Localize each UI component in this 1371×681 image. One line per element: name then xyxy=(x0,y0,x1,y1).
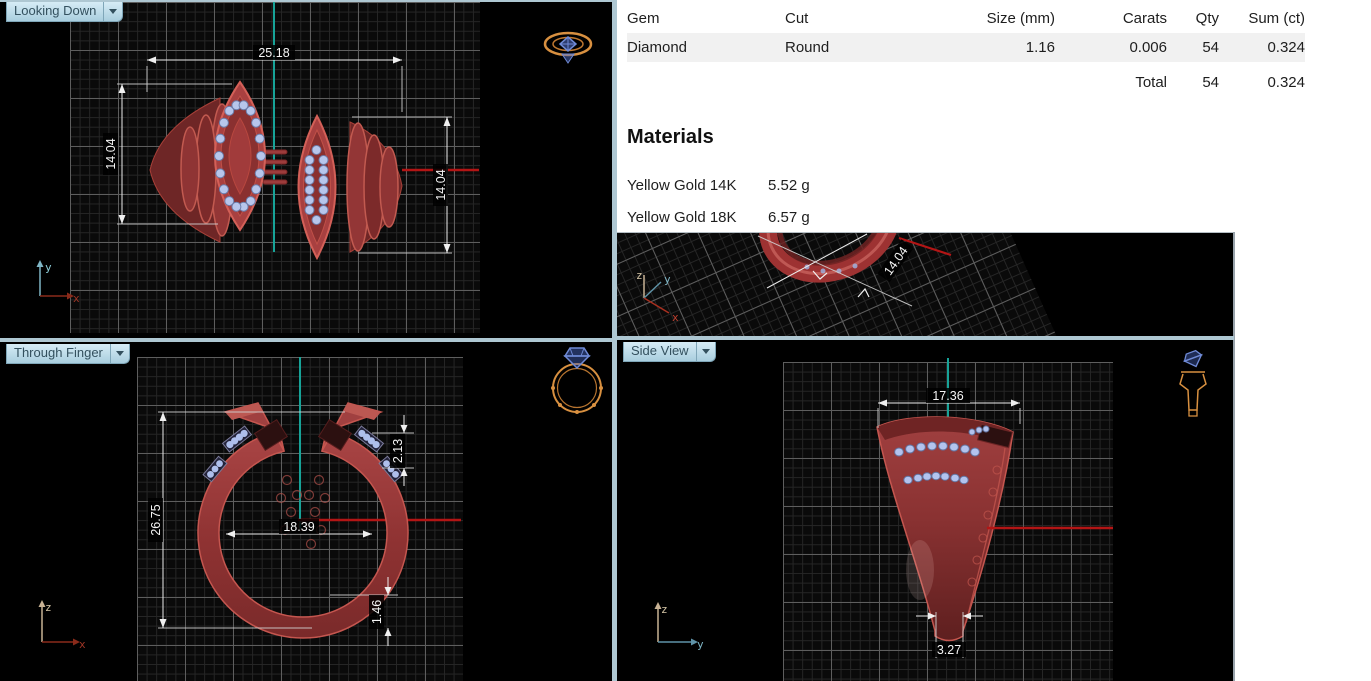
axis-label-z: z xyxy=(636,269,643,282)
perspective-canvas: 14.04 z y x xyxy=(636,233,952,324)
view-orientation-icon xyxy=(543,31,593,64)
dim-shank-bottom-label: 1.46 xyxy=(370,600,384,624)
material-name: Yellow Gold 18K xyxy=(627,209,737,226)
header-sum: Sum (ct) xyxy=(1248,10,1305,27)
report-panel-edge xyxy=(1233,232,1235,681)
axis-label-x: x xyxy=(672,311,679,324)
dim-bottom-width-label: 3.27 xyxy=(937,643,961,657)
gem-halo xyxy=(214,100,266,212)
axis-indicator: z x xyxy=(38,600,86,651)
viewport-perspective[interactable]: 14.04 z y x xyxy=(617,232,1234,337)
gem-table-total-row: Total 54 0.324 xyxy=(627,68,1305,97)
axis-label-x: x xyxy=(79,638,86,651)
dimension-shank-top: 2.13 xyxy=(372,415,414,486)
axis-label-y: y xyxy=(697,638,704,651)
view-orientation-icon xyxy=(551,347,603,414)
gem-strip xyxy=(202,425,404,483)
viewport-tab-looking-down[interactable]: Looking Down xyxy=(6,2,124,22)
axis-indicator: z y xyxy=(654,602,704,651)
viewport-divider-horizontal-right[interactable] xyxy=(617,336,1234,340)
viewport-tab-side-view[interactable]: Side View xyxy=(623,342,716,362)
dimension-top-width: 17.36 xyxy=(877,388,1021,428)
gem-table-header-row: Gem Cut Size (mm) Carats Qty Sum (ct) xyxy=(627,4,1305,33)
dimension-bottom-width: 3.27 xyxy=(916,612,983,658)
cell-size: 1.16 xyxy=(1025,39,1055,56)
dimension-width: 25.18 xyxy=(146,45,403,112)
material-item: Yellow Gold 14K 5.52 g xyxy=(627,177,810,194)
dim-height-right-label: 14.04 xyxy=(434,169,448,200)
cell-sum: 0.324 xyxy=(1267,39,1305,56)
axis-label-z: z xyxy=(45,601,52,614)
viewport-divider-horizontal-left[interactable] xyxy=(0,338,612,342)
dim-width-label: 25.18 xyxy=(258,46,289,60)
material-weight: 6.57 g xyxy=(768,209,810,226)
dimension-inner-diameter: 18.39 xyxy=(226,519,372,538)
gem-row xyxy=(894,425,990,485)
dim-outer-height-label: 26.75 xyxy=(149,504,163,535)
viewport-divider-vertical[interactable] xyxy=(612,0,617,681)
dropdown-arrow-icon[interactable] xyxy=(695,342,715,361)
looking-down-canvas: 25.18 14.04 14.04 xyxy=(36,2,593,305)
cell-gem: Diamond xyxy=(627,39,688,56)
dimension-height-right: 14.04 xyxy=(352,116,452,254)
axis-label-x: x xyxy=(73,292,80,305)
ring-perspective-view xyxy=(759,233,901,283)
material-weight: 5.52 g xyxy=(768,177,810,194)
through-finger-canvas: 26.75 18.39 2.13 xyxy=(38,347,603,651)
cell-qty: 54 xyxy=(1202,39,1219,56)
viewport-tab-label[interactable]: Looking Down xyxy=(14,3,97,18)
gem-table: Gem Cut Size (mm) Carats Qty Sum (ct) Di… xyxy=(627,4,1305,97)
total-sum: 0.324 xyxy=(1267,74,1305,91)
ring-side-view xyxy=(876,416,1014,642)
axis-label-y: y xyxy=(45,261,52,274)
viewport-side-view[interactable]: 17.36 3.27 z y xyxy=(617,340,1234,681)
dropdown-arrow-icon[interactable] xyxy=(103,2,122,21)
gem-cluster xyxy=(304,145,329,225)
header-gem: Gem xyxy=(627,10,660,27)
axis-indicator: y x xyxy=(36,260,80,305)
dim-top-width-label: 17.36 xyxy=(932,389,963,403)
cell-cut: Round xyxy=(785,39,830,56)
axis-indicator: z y x xyxy=(636,269,679,324)
dim-height-left-label: 14.04 xyxy=(104,138,118,169)
dim-inner-diameter-label: 18.39 xyxy=(283,520,314,534)
header-cut: Cut xyxy=(785,10,809,27)
view-orientation-icon xyxy=(1179,349,1207,417)
viewport-looking-down[interactable]: 25.18 14.04 14.04 xyxy=(0,0,612,338)
axis-label-y: y xyxy=(664,273,671,286)
side-view-canvas: 17.36 3.27 z y xyxy=(654,349,1207,658)
viewport-tab-through-finger[interactable]: Through Finger xyxy=(6,344,130,364)
material-name: Yellow Gold 14K xyxy=(627,177,737,194)
materials-heading: Materials xyxy=(627,126,714,148)
total-label: Total xyxy=(1135,74,1167,91)
dimension-shank-bottom: 1.46 xyxy=(330,577,398,646)
header-qty: Qty xyxy=(1195,10,1219,27)
viewport-through-finger[interactable]: 26.75 18.39 2.13 xyxy=(0,342,612,681)
dropdown-arrow-icon[interactable] xyxy=(109,344,129,363)
gem-table-row: Diamond Round 1.16 0.006 54 0.324 xyxy=(627,33,1305,62)
total-qty: 54 xyxy=(1202,74,1219,91)
axis-label-z: z xyxy=(661,603,668,616)
viewport-top-edge xyxy=(0,0,612,2)
material-item: Yellow Gold 18K 6.57 g xyxy=(627,209,810,226)
ring-top-view xyxy=(149,80,403,261)
viewport-tab-label[interactable]: Side View xyxy=(631,343,689,358)
header-size: Size (mm) xyxy=(986,10,1055,27)
dimension-height-left: 14.04 xyxy=(103,83,232,225)
dimension-outer-height: 26.75 xyxy=(148,411,345,629)
viewport-tab-label[interactable]: Through Finger xyxy=(14,345,103,360)
cell-carats: 0.006 xyxy=(1129,39,1167,56)
dim-shank-top-label: 2.13 xyxy=(391,439,405,463)
header-carats: Carats xyxy=(1122,10,1167,27)
